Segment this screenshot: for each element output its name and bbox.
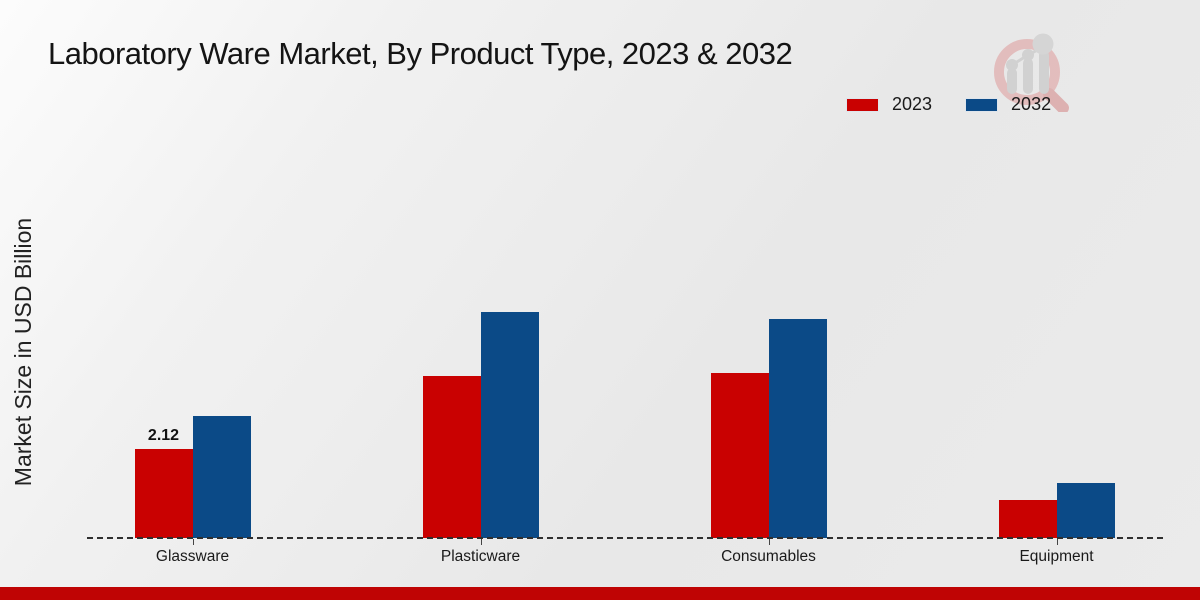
- footer-accent-bar: [0, 587, 1200, 600]
- legend: 2023 2032: [846, 94, 1051, 115]
- x-axis-tick: [192, 539, 194, 545]
- logo-bar-tall: [1039, 50, 1049, 94]
- category-label-plasticware: Plasticware: [440, 548, 521, 565]
- x-axis-baseline: [87, 537, 1163, 539]
- legend-item-2032: 2032: [965, 94, 1051, 115]
- x-axis-tick: [480, 539, 482, 545]
- bar-2023-equipment: [998, 500, 1057, 538]
- legend-item-2023: 2023: [846, 94, 932, 115]
- magnifier-ring-icon: [994, 39, 1060, 105]
- category-label-glassware: Glassware: [155, 548, 230, 565]
- magnifier-chart-logo-watermark: [994, 33, 1069, 112]
- legend-label-2023: 2023: [892, 94, 933, 114]
- bar-2023-consumables: [710, 373, 769, 538]
- category-label-equipment: Equipment: [1019, 548, 1094, 565]
- bar-2032-equipment: [1056, 483, 1115, 538]
- bar-2032-plasticware: [480, 312, 539, 538]
- logo-bar-medium: [1023, 58, 1033, 94]
- bar-2023-plasticware: [422, 376, 481, 538]
- magnifier-handle-icon: [1043, 88, 1069, 112]
- legend-label-2032: 2032: [1011, 94, 1052, 114]
- x-axis-tick: [768, 539, 770, 545]
- logo-bar-small: [1007, 68, 1017, 94]
- bar-2032-consumables: [768, 319, 827, 538]
- logo-dot-large: [1032, 33, 1054, 55]
- bar-2023-glassware: [134, 449, 193, 538]
- x-axis-tick: [1056, 539, 1058, 545]
- chart-title: Laboratory Ware Market, By Product Type,…: [48, 36, 793, 71]
- logo-dot-medium: [1022, 49, 1034, 61]
- legend-swatch-2023: [846, 97, 879, 112]
- logo-dot-small: [1006, 59, 1018, 71]
- category-label-consumables: Consumables: [721, 548, 816, 565]
- legend-swatch-2032: [965, 97, 999, 112]
- bar-2032-glassware: [192, 416, 251, 538]
- bar-value-label: 2.12: [147, 427, 180, 444]
